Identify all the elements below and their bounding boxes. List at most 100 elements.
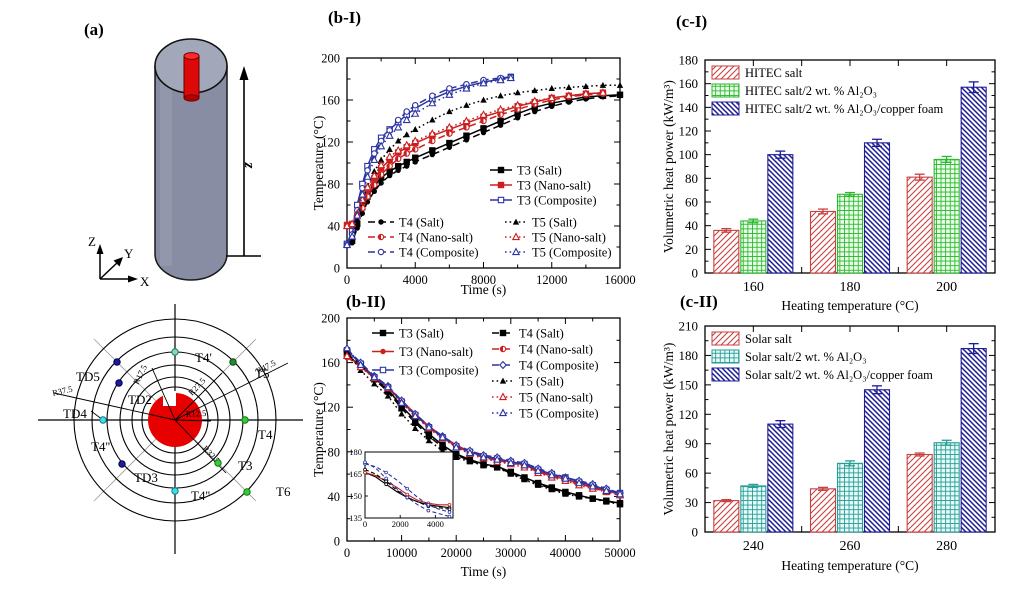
error-bar (818, 486, 828, 491)
svg-text:0: 0 (692, 525, 699, 540)
sensor-dot-T4'' (171, 487, 179, 495)
axis-triad (96, 244, 138, 283)
svg-text:150: 150 (679, 377, 699, 392)
panel-c1-label: (c-I) (676, 12, 708, 31)
panel-a-label: (a) (84, 20, 104, 39)
svg-text:T4 (Salt): T4 (Salt) (399, 216, 444, 230)
radius-label: R37.5 (51, 384, 73, 398)
legend: Solar salt Solar salt/2 wt. % Al₂O₃ Solar … (711, 331, 933, 382)
svg-text:120: 120 (679, 407, 699, 422)
svg-text:280: 280 (936, 539, 957, 554)
x-axis-label: Heating temperature (°C) (781, 298, 918, 313)
error-bar (775, 150, 786, 159)
radius-line (151, 367, 176, 421)
sensor-dot-TD2 (115, 379, 123, 387)
z-axis-label: z (240, 162, 256, 169)
svg-text:80: 80 (328, 178, 341, 192)
error-bar (818, 208, 828, 215)
bar-HITEC salt-200 (906, 176, 933, 274)
sensor-label: T4'' (91, 439, 110, 454)
bar-Solar salt-240 (713, 500, 740, 533)
bar-Solar salt/2 wt. % Al₂O₃/copper foam-280 (960, 348, 987, 533)
svg-text:30000: 30000 (495, 546, 526, 560)
bar-HITEC salt/2 wt. % Al₂O₃-200 (933, 158, 960, 274)
svg-text:0: 0 (344, 273, 350, 287)
bar-HITEC salt/2 wt. % Al₂O₃-180 (836, 193, 864, 274)
error-bar (872, 385, 882, 395)
sensor-label: T3 (238, 458, 252, 473)
svg-text:0: 0 (334, 262, 340, 276)
svg-text:T5 (Salt): T5 (Salt) (532, 216, 577, 230)
svg-text:T4 (Salt): T4 (Salt) (519, 327, 564, 341)
svg-text:T3 (Composite): T3 (Composite) (399, 364, 479, 378)
series-T4 (Nano-salt) (343, 90, 607, 230)
svg-text:160: 160 (321, 356, 340, 370)
chart-c2-solar-bars: 0 30 60 90 120 150 180 210 240 260 280 Heating temp… (661, 319, 996, 573)
svg-text:20: 20 (685, 242, 698, 257)
chart-c1-hitec-bars: 0 20 40 60 80 100 120 140 160 180 160 180 200 Heating… (661, 53, 996, 313)
svg-text:100: 100 (679, 147, 699, 162)
error-bar (941, 439, 952, 446)
error-bar (721, 227, 732, 233)
svg-text:Solar salt: Solar salt (745, 332, 792, 346)
svg-text:200: 200 (936, 280, 957, 295)
svg-text:165: 165 (349, 469, 362, 479)
svg-text:60: 60 (685, 466, 698, 481)
bars (713, 343, 987, 533)
axes: 0 4000 8000 12000 16000 0 40 80 120 160 200 (321, 52, 635, 288)
sensor-dot-T6 (243, 488, 251, 496)
radius-line (174, 362, 289, 421)
svg-text:T5 (Salt): T5 (Salt) (519, 375, 564, 389)
error-bar (748, 483, 759, 489)
radius-label: R27.5 (186, 376, 207, 398)
chart-b2-cooling-curves: 0 10000 20000 30000 40000 5000004080120160200… (311, 312, 636, 580)
svg-text:160: 160 (743, 280, 764, 295)
error-bar (872, 138, 882, 148)
svg-text:T5 (Nano-salt): T5 (Nano-salt) (519, 391, 593, 405)
svg-text:40: 40 (328, 490, 341, 504)
sensor-label: T4' (195, 350, 212, 365)
error-bar (775, 420, 786, 429)
sensor-dot-T4 (241, 416, 249, 424)
svg-text:T4 (Composite): T4 (Composite) (399, 246, 479, 260)
sensor-label: T6 (276, 484, 291, 499)
svg-text:180: 180 (840, 280, 861, 295)
svg-text:180: 180 (349, 447, 362, 457)
svg-text:160: 160 (679, 76, 699, 91)
error-bar (941, 155, 952, 164)
svg-text:HITEC salt: HITEC salt (745, 66, 803, 80)
bar-Solar salt/2 wt. % Al₂O₃-260 (836, 462, 864, 533)
svg-text:4000: 4000 (427, 519, 444, 529)
svg-text:180: 180 (679, 53, 699, 68)
svg-text:16000: 16000 (604, 273, 635, 287)
y-axis-label: Temperature (°C) (311, 116, 326, 211)
sensor-dot-T5 (229, 358, 237, 366)
svg-text:0: 0 (334, 535, 340, 549)
y-axis-label: Temperature (°C) (311, 382, 326, 477)
svg-text:50000: 50000 (604, 546, 635, 560)
svg-text:40: 40 (328, 220, 341, 234)
x-axis-label: Time (s) (461, 282, 507, 297)
svg-text:T5 (Nano-salt): T5 (Nano-salt) (532, 231, 606, 245)
panel-b1-label: (b-I) (328, 8, 362, 27)
sensor-dot-T4' (171, 348, 179, 356)
error-bar (845, 191, 855, 197)
panel-b2-label: (b-II) (346, 292, 386, 311)
panel-c2-label: (c-II) (680, 292, 718, 311)
svg-text:210: 210 (679, 319, 699, 334)
bar-HITEC salt/2 wt. % Al₂O₃/copper foam-180 (863, 142, 891, 274)
bar-HITEC salt/2 wt. % Al₂O₃-160 (740, 220, 767, 274)
svg-text:240: 240 (743, 539, 764, 554)
svg-text:60: 60 (685, 195, 698, 210)
svg-text:2000: 2000 (392, 519, 409, 529)
sensor-label: T4 (258, 427, 273, 442)
triad-z-label: Z (88, 234, 96, 249)
svg-text:T5 (Composite): T5 (Composite) (532, 246, 612, 260)
series-T5 (Composite) (342, 343, 625, 498)
svg-text:12000: 12000 (536, 273, 567, 287)
svg-text:20000: 20000 (441, 546, 472, 560)
error-bar (914, 452, 925, 457)
